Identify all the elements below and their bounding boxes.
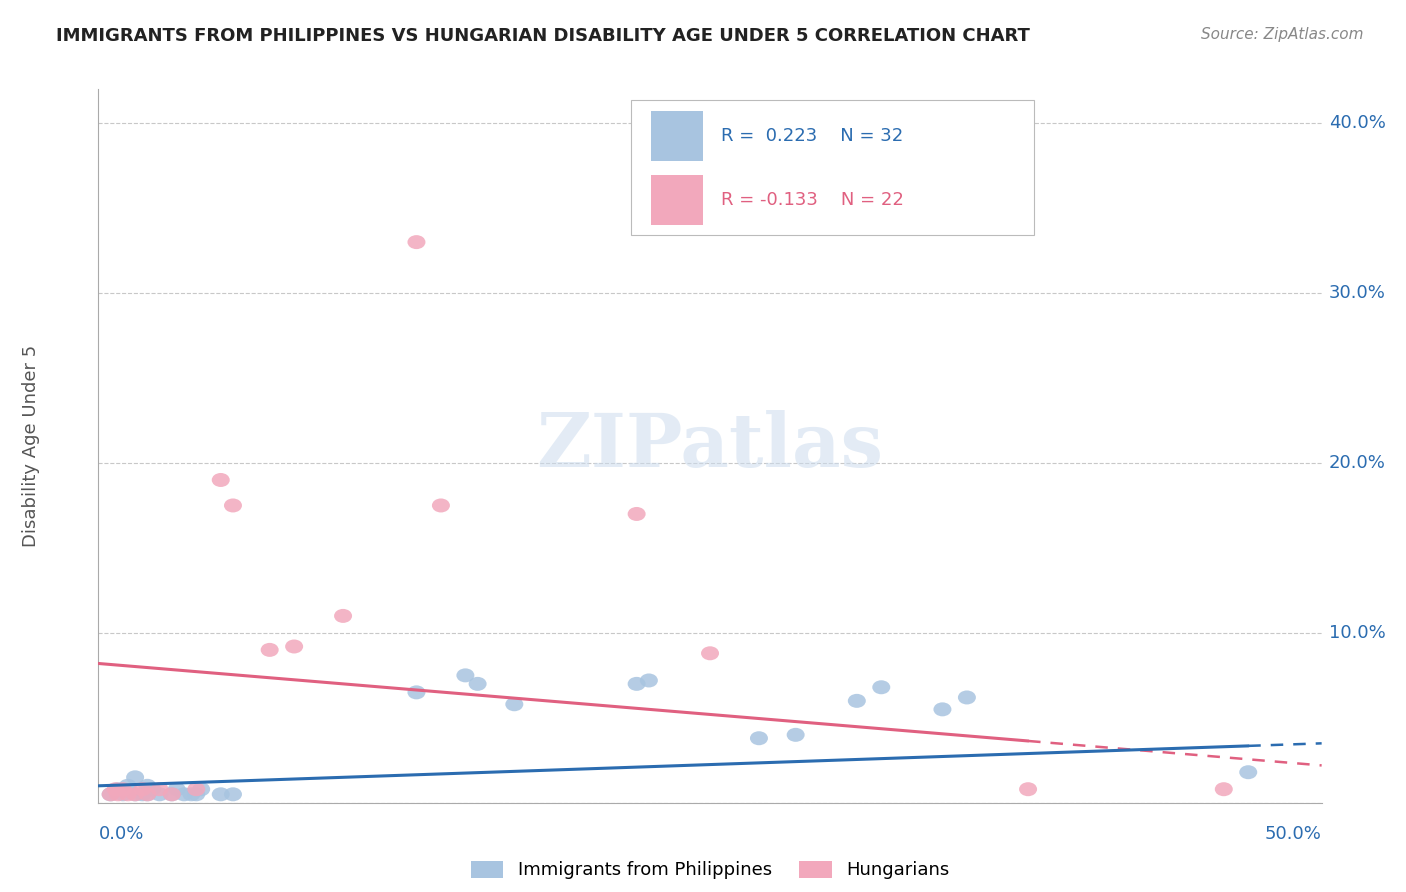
Ellipse shape xyxy=(468,677,486,691)
Ellipse shape xyxy=(138,788,156,801)
Text: 30.0%: 30.0% xyxy=(1329,284,1385,302)
Text: R =  0.223    N = 32: R = 0.223 N = 32 xyxy=(721,127,903,145)
Ellipse shape xyxy=(212,788,229,801)
Ellipse shape xyxy=(749,731,768,745)
Ellipse shape xyxy=(285,640,304,654)
Ellipse shape xyxy=(101,788,120,801)
Ellipse shape xyxy=(127,788,145,801)
Ellipse shape xyxy=(702,647,718,660)
Ellipse shape xyxy=(114,788,132,801)
Ellipse shape xyxy=(143,782,162,797)
Ellipse shape xyxy=(786,728,804,742)
Ellipse shape xyxy=(187,782,205,797)
Ellipse shape xyxy=(150,782,169,797)
Text: 0.0%: 0.0% xyxy=(98,825,143,843)
Ellipse shape xyxy=(127,788,145,801)
Ellipse shape xyxy=(335,609,352,623)
Ellipse shape xyxy=(627,677,645,691)
Ellipse shape xyxy=(134,788,152,801)
Text: IMMIGRANTS FROM PHILIPPINES VS HUNGARIAN DISABILITY AGE UNDER 5 CORRELATION CHAR: IMMIGRANTS FROM PHILIPPINES VS HUNGARIAN… xyxy=(56,27,1031,45)
Ellipse shape xyxy=(107,782,125,797)
Ellipse shape xyxy=(640,673,658,688)
Ellipse shape xyxy=(163,788,181,801)
Ellipse shape xyxy=(408,235,426,249)
Legend: Immigrants from Philippines, Hungarians: Immigrants from Philippines, Hungarians xyxy=(464,854,956,887)
Text: Source: ZipAtlas.com: Source: ZipAtlas.com xyxy=(1201,27,1364,42)
Ellipse shape xyxy=(457,668,474,682)
Ellipse shape xyxy=(134,782,152,797)
Ellipse shape xyxy=(187,788,205,801)
Ellipse shape xyxy=(163,788,181,801)
Text: 10.0%: 10.0% xyxy=(1329,624,1385,642)
Ellipse shape xyxy=(183,788,201,801)
Ellipse shape xyxy=(110,788,127,801)
FancyBboxPatch shape xyxy=(651,175,703,225)
Text: 40.0%: 40.0% xyxy=(1329,114,1385,132)
Ellipse shape xyxy=(1215,782,1233,797)
Text: 50.0%: 50.0% xyxy=(1265,825,1322,843)
Ellipse shape xyxy=(432,499,450,513)
Text: ZIPatlas: ZIPatlas xyxy=(537,409,883,483)
Ellipse shape xyxy=(138,779,156,793)
Ellipse shape xyxy=(224,788,242,801)
Ellipse shape xyxy=(957,690,976,705)
FancyBboxPatch shape xyxy=(651,111,703,161)
Ellipse shape xyxy=(118,788,136,801)
Ellipse shape xyxy=(138,788,156,801)
Ellipse shape xyxy=(101,788,120,801)
Ellipse shape xyxy=(934,702,952,716)
FancyBboxPatch shape xyxy=(630,100,1035,235)
Ellipse shape xyxy=(1239,765,1257,780)
Text: R = -0.133    N = 22: R = -0.133 N = 22 xyxy=(721,191,904,209)
Ellipse shape xyxy=(260,643,278,657)
Ellipse shape xyxy=(167,782,186,797)
Ellipse shape xyxy=(1019,782,1038,797)
Ellipse shape xyxy=(127,771,145,784)
Ellipse shape xyxy=(505,698,523,711)
Ellipse shape xyxy=(174,788,193,801)
Ellipse shape xyxy=(114,782,132,797)
Ellipse shape xyxy=(872,681,890,694)
Ellipse shape xyxy=(118,779,136,793)
Ellipse shape xyxy=(193,782,209,797)
Ellipse shape xyxy=(212,473,229,487)
Ellipse shape xyxy=(110,782,127,797)
Ellipse shape xyxy=(150,788,169,801)
Text: 20.0%: 20.0% xyxy=(1329,454,1385,472)
Ellipse shape xyxy=(224,499,242,513)
Ellipse shape xyxy=(848,694,866,708)
Ellipse shape xyxy=(627,507,645,521)
Text: Disability Age Under 5: Disability Age Under 5 xyxy=(22,345,41,547)
Ellipse shape xyxy=(408,685,426,699)
